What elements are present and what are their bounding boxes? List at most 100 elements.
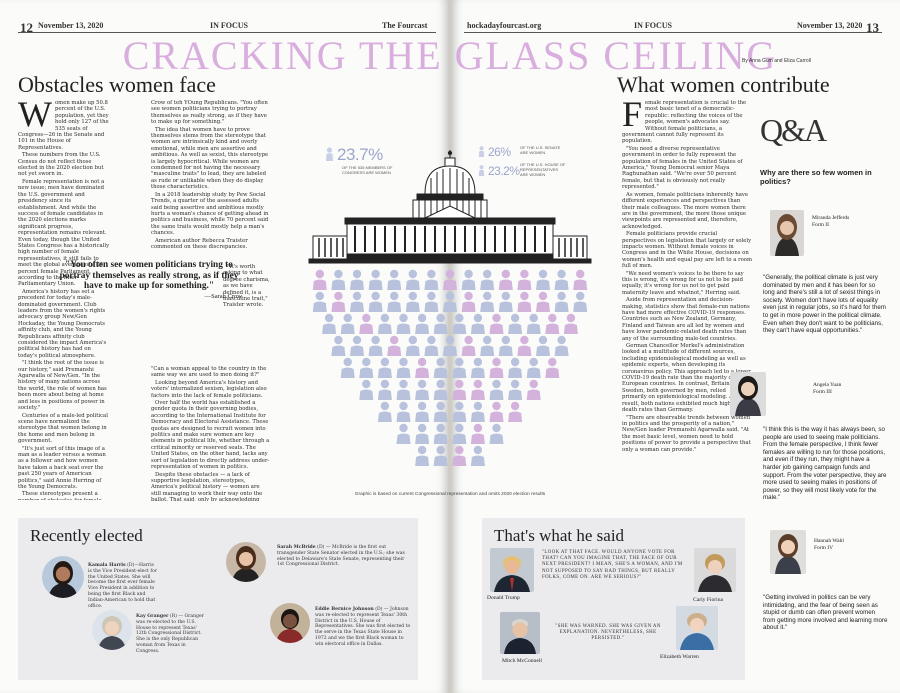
body-paragraph: As women, female politicians inherently … xyxy=(622,191,749,230)
man-seat-icon xyxy=(470,313,485,334)
kamala-harris-photo xyxy=(42,556,84,598)
man-seat-icon xyxy=(387,291,402,312)
man-seat-icon xyxy=(452,313,467,334)
left-dropcap: W xyxy=(18,100,52,134)
bio-kamala-harris: Kamala Harris (D)—Harris is the Vice Pre… xyxy=(88,563,158,609)
stat-congress-label: OF THE 535 MEMBERS OF CONGRESS ARE WOMEN xyxy=(342,165,393,175)
man-seat-icon xyxy=(396,379,411,400)
stat-congress: 23.7% OF THE 535 MEMBERS OF CONGRESS ARE … xyxy=(325,145,392,175)
left-folio-paper: The Fourcast xyxy=(382,21,428,30)
caption-carly-fiorina: Carly Fiorina xyxy=(693,597,723,603)
left-header-rule xyxy=(18,32,436,33)
body-paragraph: In a 2018 leadership study by Pew Social… xyxy=(151,191,269,237)
man-seat-icon xyxy=(433,445,448,466)
right-headline: What women contribute xyxy=(617,72,830,97)
angela-yuan-photo xyxy=(730,372,766,416)
man-seat-icon xyxy=(424,335,439,356)
man-seat-icon xyxy=(331,269,346,290)
woman-seat-icon xyxy=(526,379,541,400)
woman-seat-icon xyxy=(489,401,504,422)
left-folio-section: IN FOCUS xyxy=(210,21,249,30)
man-seat-icon xyxy=(359,357,374,378)
body-paragraph: Female representation is not a new issue… xyxy=(18,178,110,288)
left-folio-page-number: 12 xyxy=(20,20,33,35)
man-seat-icon xyxy=(452,357,467,378)
body-paragraph: omen make up 50.8 percent of the U.S. po… xyxy=(18,100,109,151)
man-seat-icon xyxy=(573,291,588,312)
woman-seat-icon xyxy=(470,379,485,400)
man-seat-icon xyxy=(498,291,513,312)
body-paragraph: Over half the world has established a ge… xyxy=(151,400,270,471)
man-seat-icon xyxy=(433,313,448,334)
left-headline: Obstacles women face xyxy=(18,72,216,97)
woman-seat-icon xyxy=(517,335,532,356)
body-paragraph: "It's worth asking to what degree charis… xyxy=(223,264,270,309)
bio-kay-granger: Kay Granger (R) — Granger was re-elected… xyxy=(136,614,204,654)
woman-seat-icon xyxy=(545,357,560,378)
banner-headline: CRACKING THE GLASS CEILING xyxy=(122,33,778,78)
woman-seat-icon xyxy=(415,357,430,378)
woman-seat-icon xyxy=(498,269,513,290)
man-seat-icon xyxy=(415,423,430,444)
quote-trump: "Look at that face. Would anyone vote fo… xyxy=(542,550,683,580)
body-paragraph: "There are observable trends between wom… xyxy=(622,414,751,453)
man-seat-icon xyxy=(368,269,383,290)
qa-logo: Q&A xyxy=(760,112,827,148)
woman-seat-icon xyxy=(545,313,560,334)
stat-house: 23.2% OF THE U.S. HOUSE OF REPRESENTATIVE… xyxy=(478,162,566,180)
man-seat-icon xyxy=(415,379,430,400)
man-seat-icon xyxy=(415,445,430,466)
body-paragraph: emale representation is crucial to the m… xyxy=(622,100,747,145)
capitol-people-graphic xyxy=(308,150,592,466)
qa-person-2-name: Angela Yuan Form III xyxy=(813,382,842,395)
qa-person-3-answer: "Getting involved in politics can be ver… xyxy=(763,594,888,632)
qa-person-1-answer: "Generally, the political climate is jus… xyxy=(763,274,886,335)
man-seat-icon xyxy=(368,335,383,356)
man-seat-icon xyxy=(508,313,523,334)
woman-seat-icon xyxy=(508,401,523,422)
pull-quote-text: "You often see women politicians trying … xyxy=(59,260,239,291)
right-folio-page-number: 13 xyxy=(866,20,879,35)
eddie-bernice-johnson-photo xyxy=(270,603,310,643)
man-seat-icon xyxy=(415,313,430,334)
woman-seat-icon xyxy=(359,313,374,334)
miranda-jefferds-photo xyxy=(770,210,804,256)
man-seat-icon xyxy=(461,269,476,290)
man-seat-icon xyxy=(489,379,504,400)
man-seat-icon xyxy=(489,423,504,444)
body-paragraph: American author Rebecca Traister comment… xyxy=(151,237,248,250)
woman-seat-icon xyxy=(461,291,476,312)
body-paragraph: These numbers from the U.S. Census do no… xyxy=(18,152,104,178)
woman-seat-icon xyxy=(517,269,532,290)
woman-seat-icon xyxy=(489,357,504,378)
woman-seat-icon xyxy=(573,269,588,290)
body-paragraph: Looking beyond America's history and vot… xyxy=(151,379,267,399)
woman-seat-icon xyxy=(536,291,550,312)
sarah-mcbride-photo xyxy=(226,542,266,582)
byline: By Anna Gum and Eliza Carroll xyxy=(742,58,811,64)
man-seat-icon xyxy=(536,269,550,290)
left-folio-date: November 13, 2020 xyxy=(38,21,104,30)
man-seat-icon xyxy=(350,335,364,356)
woman-seat-icon xyxy=(331,291,346,312)
man-seat-icon xyxy=(405,335,420,356)
right-story-column: F emale representation is crucial to the… xyxy=(622,100,752,500)
man-seat-icon xyxy=(377,401,392,422)
man-seat-icon xyxy=(536,335,550,356)
man-seat-icon xyxy=(331,335,346,356)
man-seat-icon xyxy=(433,401,448,422)
mitch-mcconnell-photo xyxy=(500,612,540,654)
man-seat-icon xyxy=(452,423,467,444)
woman-seat-icon xyxy=(563,313,578,334)
bio-sarah-mcbride: Sarah McBride (D) — McBride is the first… xyxy=(277,545,405,568)
man-seat-icon xyxy=(396,313,411,334)
carly-fiorina-photo xyxy=(694,548,736,592)
man-seat-icon xyxy=(508,379,523,400)
man-seat-icon xyxy=(470,357,485,378)
man-seat-icon xyxy=(554,291,569,312)
body-paragraph: "I think the root of the issue is our hi… xyxy=(18,360,107,412)
man-seat-icon xyxy=(377,313,392,334)
body-paragraph: "It's just sort of this image of a man a… xyxy=(18,445,106,490)
stat-house-label: OF THE U.S. HOUSE OF REPRESENTATIVES ARE W… xyxy=(520,162,566,177)
man-seat-icon xyxy=(396,401,411,422)
